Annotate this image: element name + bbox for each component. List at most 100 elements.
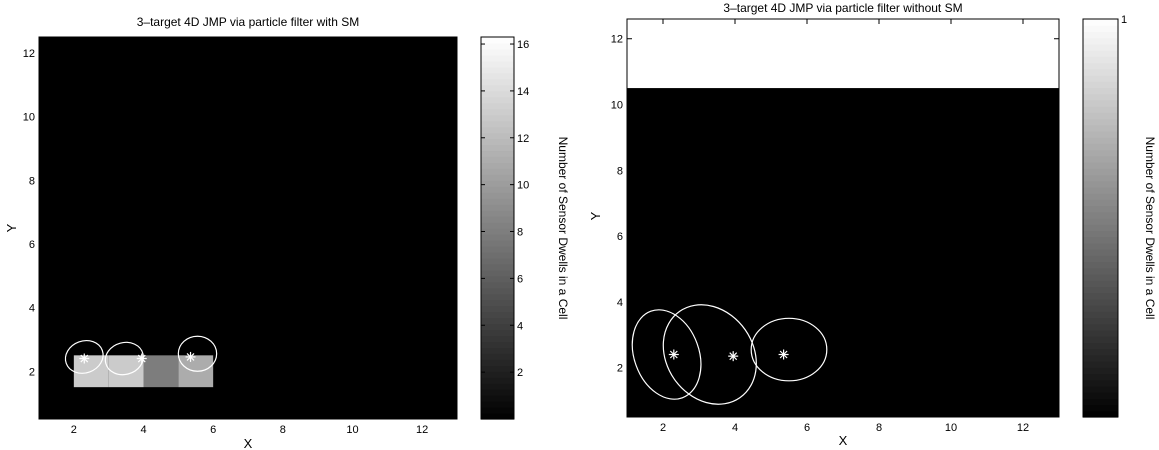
colorbar-swatch — [1083, 329, 1118, 337]
colorbar-swatch — [481, 401, 514, 408]
colorbar-tick-label: 16 — [517, 39, 529, 51]
colorbar-frame — [1082, 18, 1119, 418]
heatmap-cell — [627, 19, 1059, 89]
colorbar-swatch — [481, 78, 514, 86]
colorbar-swatch — [481, 239, 514, 247]
colorbar-swatch — [1083, 149, 1118, 157]
colorbar-swatch — [1083, 249, 1118, 256]
x-tick-label: 12 — [416, 424, 428, 436]
colorbar-swatch — [1083, 367, 1118, 375]
y-tick-label: 2 — [29, 366, 35, 378]
plot-frame — [38, 36, 458, 420]
colorbar-swatch — [481, 132, 514, 140]
colorbar-swatch — [1083, 68, 1118, 76]
colorbar-swatch — [481, 108, 514, 116]
chart-title: 3–target 4D JMP via particle filter with… — [723, 1, 962, 15]
colorbar-swatch — [481, 383, 514, 390]
x-tick-label: 6 — [210, 424, 216, 436]
colorbar-swatch — [1083, 267, 1118, 275]
colorbar-swatch — [481, 233, 514, 241]
x-tick-label: 8 — [280, 424, 286, 436]
colorbar-swatch — [1083, 112, 1118, 120]
colorbar-swatch — [1083, 205, 1118, 213]
colorbar-swatch — [481, 311, 514, 319]
colorbar-swatch — [1083, 37, 1118, 45]
colorbar-swatch — [481, 407, 514, 414]
chart-title: 3–target 4D JMP via particle filter with… — [137, 15, 360, 29]
colorbar-swatch — [481, 293, 514, 301]
y-tick-label: 10 — [23, 112, 35, 124]
colorbar-swatch — [481, 60, 514, 68]
x-tick-label: 8 — [876, 422, 882, 434]
colorbar-swatch — [1083, 230, 1118, 238]
colorbar-swatch — [481, 335, 514, 343]
colorbar-swatch — [481, 371, 514, 378]
uncertainty-ellipse — [662, 304, 757, 405]
y-tick-label: 6 — [617, 231, 623, 243]
colorbar-swatch — [481, 144, 514, 152]
colorbar-swatch — [1083, 379, 1118, 387]
colorbar-swatch — [481, 216, 514, 223]
colorbar-swatch — [1083, 292, 1118, 300]
colorbar-swatch — [481, 377, 514, 384]
colorbar-swatch — [481, 168, 514, 175]
colorbar-swatch — [1083, 373, 1118, 381]
plot-area: 2 4 6 8 10 12 2 4 6 8 10 12 — [23, 36, 458, 436]
target-marker — [136, 353, 147, 364]
x-tick-label: 2 — [71, 424, 77, 436]
colorbar-swatch — [481, 257, 514, 265]
y-tick-label: 12 — [611, 34, 623, 46]
colorbar-swatch — [481, 102, 514, 110]
y-tick-label: 8 — [617, 165, 623, 177]
colorbar-tick-label: 10 — [517, 180, 529, 192]
uncertainty-ellipse — [631, 309, 702, 400]
colorbar-swatch — [481, 222, 514, 229]
colorbar-swatch — [1083, 56, 1118, 64]
colorbar-swatch — [481, 150, 514, 157]
target-marker — [728, 351, 739, 362]
colorbar-swatch — [481, 347, 514, 354]
colorbar-swatch — [481, 341, 514, 348]
colorbar-swatch — [1083, 87, 1118, 95]
x-tick-label: 10 — [346, 424, 358, 436]
uncertainty-ellipse — [104, 341, 144, 376]
colorbar-swatch — [481, 299, 514, 307]
colorbar-tick-label: 6 — [517, 273, 523, 285]
colorbar-swatch — [1083, 280, 1118, 288]
colorbar-swatch — [1083, 137, 1118, 144]
colorbar-swatch — [481, 228, 514, 235]
colorbar-swatch — [1083, 410, 1118, 418]
colorbar-swatch — [481, 263, 514, 271]
x-tick-label: 2 — [660, 422, 666, 434]
uncertainty-ellipse — [750, 317, 828, 382]
target-marker — [668, 349, 679, 360]
colorbar-swatch — [1083, 31, 1118, 39]
colorbar-swatch — [1083, 124, 1118, 132]
colorbar-swatch — [481, 245, 514, 253]
target-marker — [185, 351, 196, 362]
colorbar-swatch — [1083, 348, 1118, 356]
y-tick-label: 12 — [23, 48, 35, 60]
y-tick-label: 10 — [611, 100, 623, 112]
colorbar-swatch — [481, 329, 514, 337]
colorbar-tick-label: 4 — [517, 320, 523, 332]
colorbar-swatch — [1083, 43, 1118, 51]
colorbar-swatch — [1083, 354, 1118, 362]
colorbar-swatch — [1083, 286, 1118, 294]
colorbar-swatch — [481, 353, 514, 360]
colorbar-swatch — [1083, 74, 1118, 82]
chart-left: 3–target 4D JMP via particle filter with… — [4, 15, 570, 450]
colorbar-swatch — [1083, 81, 1118, 89]
colorbar-swatch — [481, 66, 514, 74]
colorbar-swatch — [1083, 168, 1118, 176]
colorbar-frame — [480, 36, 515, 420]
colorbar-swatch — [1083, 50, 1118, 57]
colorbar-swatch — [1083, 193, 1118, 200]
heatmap-cell — [143, 355, 179, 388]
colorbar-tick-label: 1 — [1121, 14, 1127, 26]
colorbar-swatch — [1083, 385, 1118, 393]
colorbar-swatch — [481, 317, 514, 325]
colorbar-swatch — [1083, 174, 1118, 182]
colorbar-label: Number of Sensor Dwells in a Cell — [556, 137, 570, 320]
plot-frame — [626, 18, 1060, 418]
